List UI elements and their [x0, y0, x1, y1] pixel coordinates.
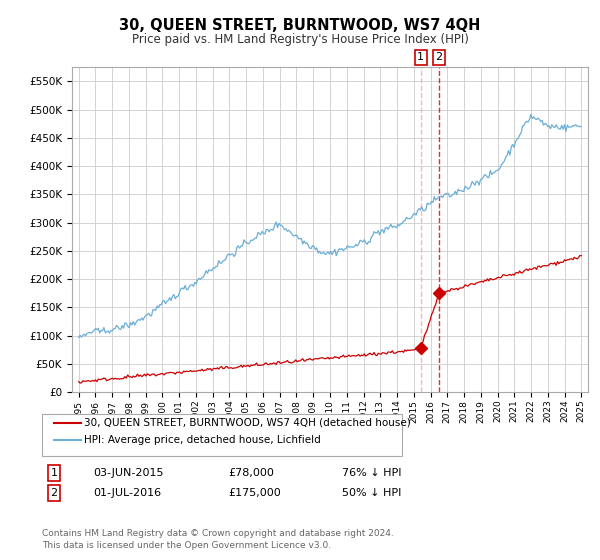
- Text: HPI: Average price, detached house, Lichfield: HPI: Average price, detached house, Lich…: [84, 435, 321, 445]
- Text: 30, QUEEN STREET, BURNTWOOD, WS7 4QH (detached house): 30, QUEEN STREET, BURNTWOOD, WS7 4QH (de…: [84, 418, 411, 428]
- Text: £175,000: £175,000: [228, 488, 281, 498]
- Text: 1: 1: [418, 53, 424, 63]
- Text: 01-JUL-2016: 01-JUL-2016: [93, 488, 161, 498]
- Text: Contains HM Land Registry data © Crown copyright and database right 2024.
This d: Contains HM Land Registry data © Crown c…: [42, 529, 394, 550]
- Text: 50% ↓ HPI: 50% ↓ HPI: [342, 488, 401, 498]
- Text: 76% ↓ HPI: 76% ↓ HPI: [342, 468, 401, 478]
- Text: 2: 2: [50, 488, 58, 498]
- Text: 03-JUN-2015: 03-JUN-2015: [93, 468, 163, 478]
- Text: 1: 1: [50, 468, 58, 478]
- Text: 2: 2: [436, 53, 442, 63]
- Text: Price paid vs. HM Land Registry's House Price Index (HPI): Price paid vs. HM Land Registry's House …: [131, 32, 469, 46]
- Text: 30, QUEEN STREET, BURNTWOOD, WS7 4QH: 30, QUEEN STREET, BURNTWOOD, WS7 4QH: [119, 18, 481, 32]
- Text: £78,000: £78,000: [228, 468, 274, 478]
